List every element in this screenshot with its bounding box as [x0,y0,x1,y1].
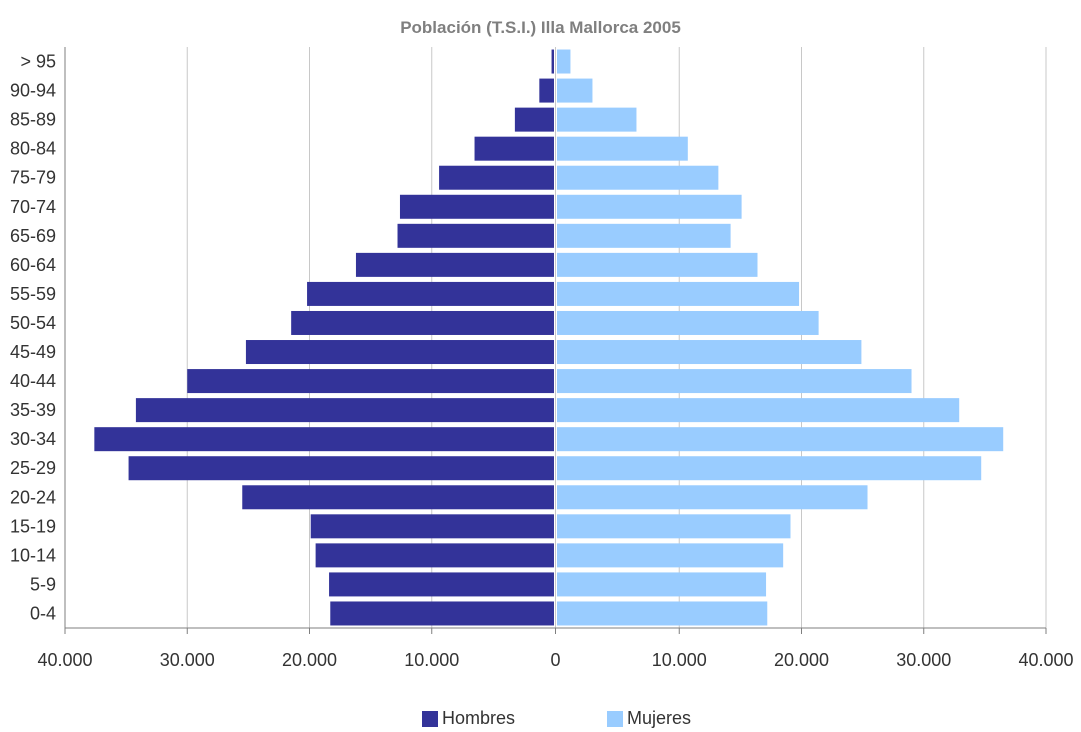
legend-label-hombres: Hombres [442,708,516,728]
x-tick-label: 0 [550,650,560,670]
bar-mujeres [557,136,688,161]
bar-hombres [355,252,554,277]
category-label: 5-9 [30,574,56,594]
bar-hombres [128,456,554,481]
x-tick-label: 20.000 [774,650,829,670]
x-tick-label: 10.000 [652,650,707,670]
bars [94,49,1004,626]
bar-mujeres [557,485,868,510]
bar-hombres [315,543,554,568]
bar-hombres [245,340,554,365]
category-label: 0-4 [30,603,56,623]
bar-mujeres [557,398,960,423]
bar-hombres [439,165,554,190]
category-label: 60-64 [10,255,56,275]
x-tick-label: 30.000 [160,650,215,670]
category-label: 85-89 [10,110,56,130]
bar-mujeres [557,194,742,219]
bar-mujeres [557,165,719,190]
bar-mujeres [557,223,731,248]
category-label: 70-74 [10,197,56,217]
category-label: 65-69 [10,226,56,246]
category-label: > 95 [20,52,56,72]
legend-label-mujeres: Mujeres [627,708,692,728]
bar-hombres [310,514,554,539]
bar-mujeres [557,456,982,481]
x-tick-label: 20.000 [282,650,337,670]
category-label: 40-44 [10,371,56,391]
category-label: 35-39 [10,400,56,420]
bar-hombres [242,485,554,510]
legend-swatch-hombres [422,710,438,727]
chart-title: Población (T.S.I.) Illa Mallorca 2005 [400,18,681,37]
category-label: 30-34 [10,429,56,449]
bar-mujeres [557,427,1004,452]
bar-hombres [291,310,554,335]
category-label: 75-79 [10,168,56,188]
gridlines [64,47,1047,628]
category-label: 15-19 [10,516,56,536]
bar-mujeres [557,514,791,539]
legend-item-mujeres: Mujeres [607,708,691,729]
x-tick-label: 10.000 [404,650,459,670]
tick-labels: 40.000 30.000 20.000 10.000 0 10.000 20.000 30.… [37,650,1073,670]
bar-mujeres [557,572,767,597]
bar-hombres [330,601,554,626]
bar-mujeres [557,107,637,132]
category-labels: 0-4 5-9 10-14 15-19 20-24 25-29 30-34 35-39 40-4… [10,52,56,624]
legend: Hombres Mujeres [0,708,1081,732]
category-label: 50-54 [10,313,56,333]
bar-mujeres [557,281,800,306]
legend-swatch-mujeres [607,710,623,727]
bar-mujeres [557,601,768,626]
bar-hombres [399,194,554,219]
bar-hombres [539,78,554,103]
bar-mujeres [557,369,912,394]
axes [64,47,1047,634]
bar-hombres [187,369,554,394]
bar-hombres [94,427,554,452]
category-label: 10-14 [10,545,56,565]
category-label: 80-84 [10,139,56,159]
bar-hombres [307,281,554,306]
bar-hombres [397,223,554,248]
category-label: 90-94 [10,81,56,101]
category-label: 20-24 [10,487,56,507]
bar-mujeres [557,252,758,277]
bar-mujeres [557,49,571,74]
category-label: 55-59 [10,284,56,304]
bar-mujeres [557,340,862,365]
bar-mujeres [557,543,784,568]
bar-hombres [551,49,554,74]
bar-mujeres [557,310,819,335]
bar-hombres [514,107,554,132]
bar-hombres [329,572,554,597]
bar-hombres [474,136,554,161]
x-tick-label: 40.000 [37,650,92,670]
bar-hombres [135,398,554,423]
category-label: 25-29 [10,458,56,478]
legend-item-hombres: Hombres [422,708,515,729]
bar-mujeres [557,78,593,103]
x-tick-label: 30.000 [896,650,951,670]
x-tick-label: 40.000 [1018,650,1073,670]
category-label: 45-49 [10,342,56,362]
